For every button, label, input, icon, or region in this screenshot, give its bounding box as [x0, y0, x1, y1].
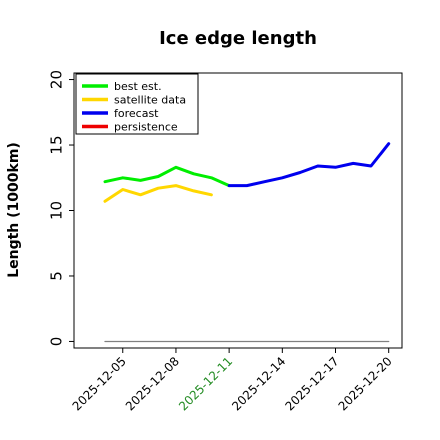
- x-tick-label: 2025-12-17: [282, 354, 341, 413]
- x-tick-label: 2025-12-20: [336, 354, 395, 413]
- x-axis-ticks: 2025-12-052025-12-082025-12-112025-12-14…: [70, 348, 395, 413]
- series-line-best-est-: [103, 165, 231, 188]
- legend: best est.satellite dataforecastpersisten…: [75, 73, 199, 135]
- y-tick-label: 0: [47, 337, 65, 347]
- y-tick-label: 15: [47, 135, 65, 154]
- legend-entry: satellite data: [114, 94, 186, 107]
- legend-entry: persistence: [114, 121, 178, 134]
- y-tick-label: 5: [47, 271, 65, 281]
- x-tick-label: 2025-12-08: [123, 354, 182, 413]
- series-line-satellite-data: [103, 184, 213, 203]
- legend-entry: best est.: [114, 80, 162, 93]
- x-tick-label: 2025-12-14: [229, 354, 288, 413]
- x-tick-label: 2025-12-05: [70, 354, 129, 413]
- y-tick-label: 20: [47, 70, 65, 89]
- series-layer: [103, 142, 391, 343]
- legend-box: [75, 73, 199, 135]
- x-tick-label: 2025-12-11: [176, 354, 235, 413]
- y-tick-label: 10: [47, 201, 65, 220]
- series-line-forecast: [227, 142, 391, 188]
- chart-title: Ice edge length: [159, 28, 317, 49]
- legend-entry: forecast: [114, 107, 159, 120]
- y-axis-ticks: 0 5 10 15 20: [47, 70, 74, 346]
- y-axis-label: Length (1000km): [6, 142, 22, 278]
